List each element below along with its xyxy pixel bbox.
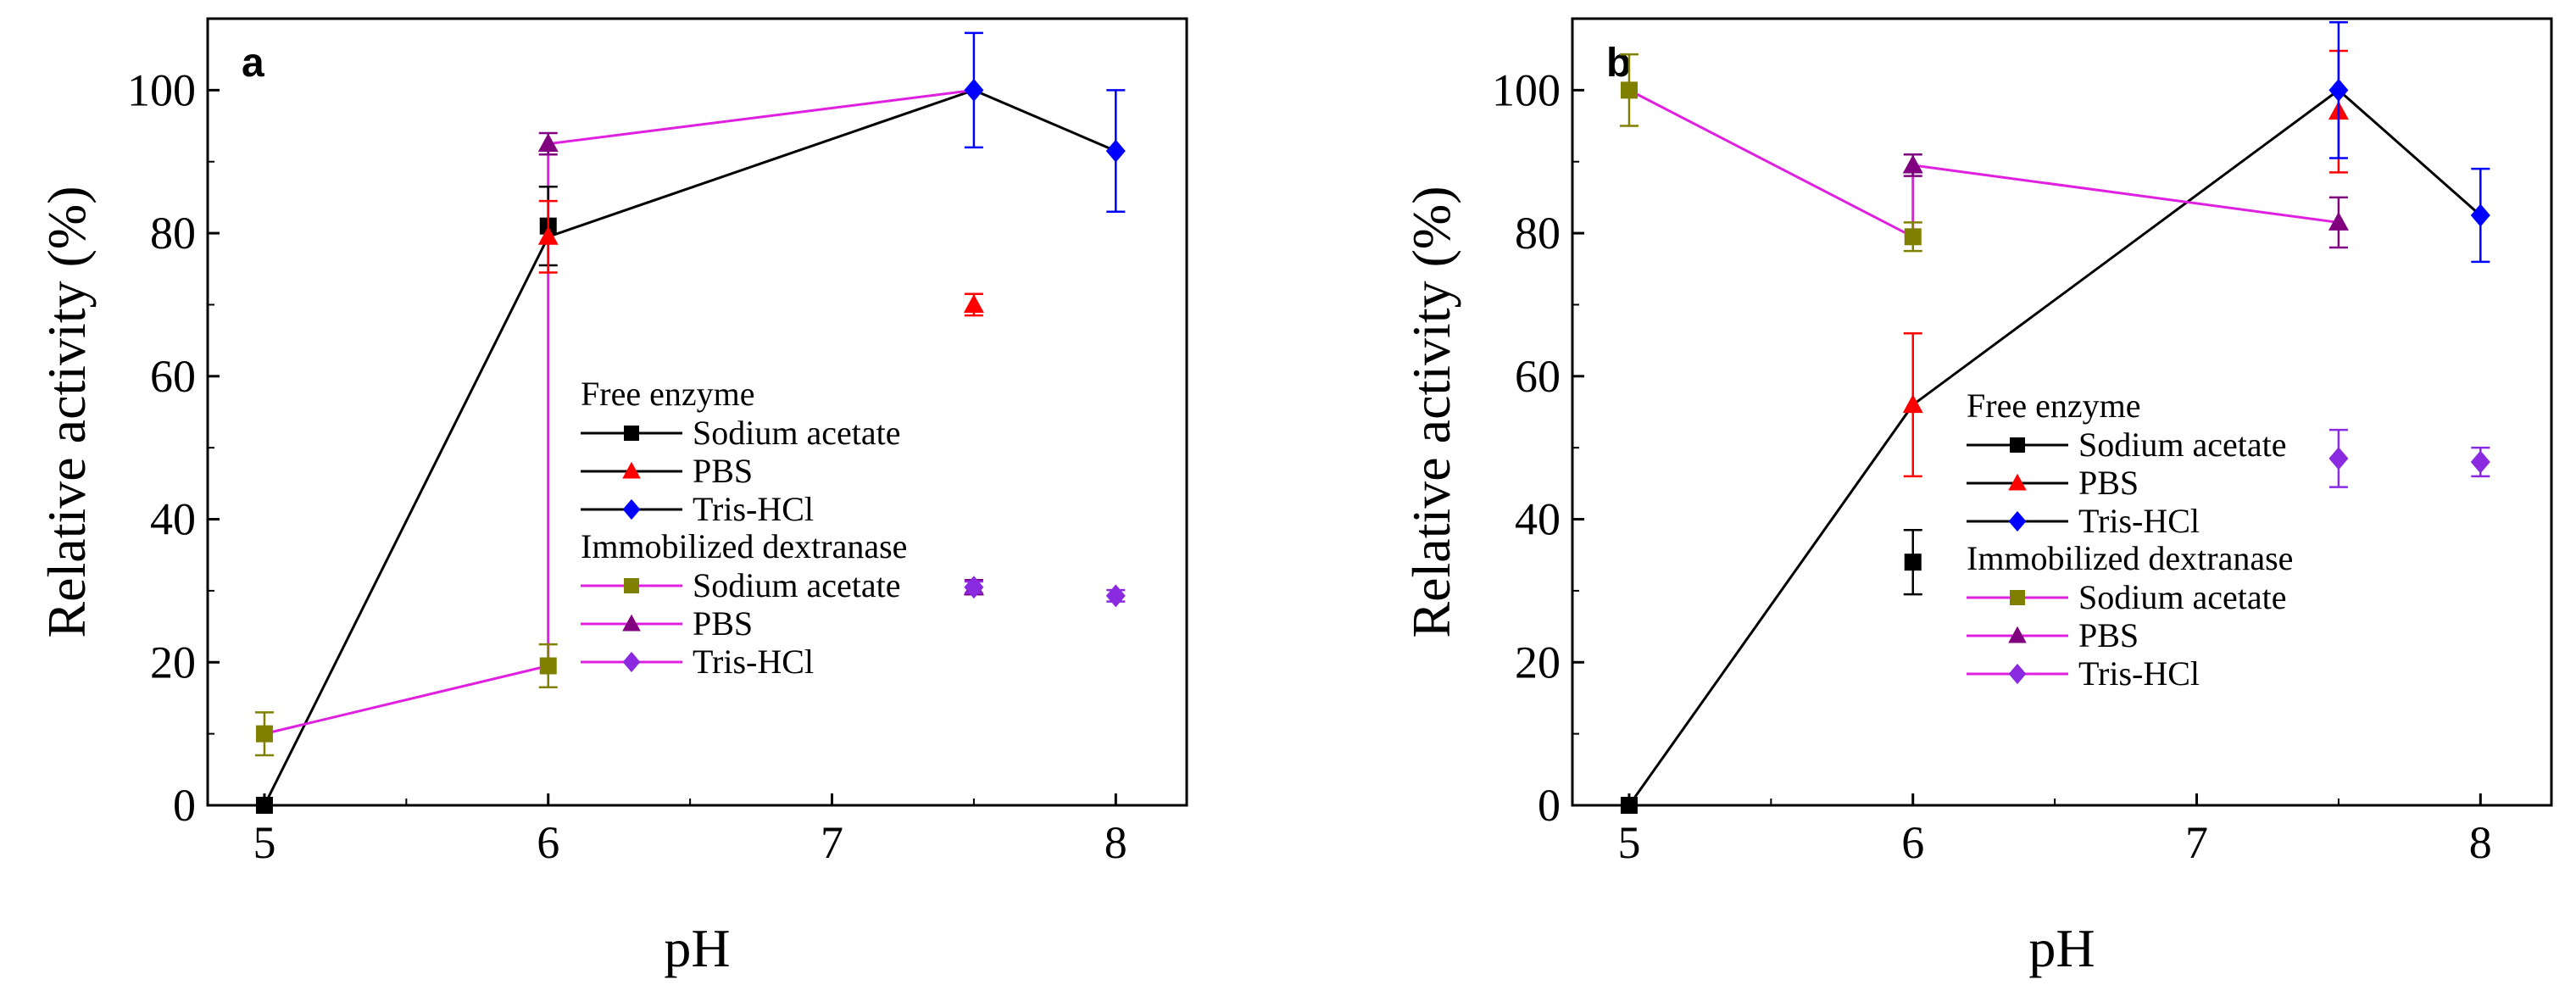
data-point [1620,81,1638,99]
data-point [537,225,559,245]
x-axis-title: pH [2028,918,2095,978]
plot-frame [206,17,1188,807]
legend-entry-label: Tris-HCl [693,643,814,681]
legend-entry-label: Sodium acetate [693,566,900,604]
legend-group-title: Immobilized dextranase [1967,539,2293,577]
legend-marker [622,498,641,520]
y-tick-label: 100 [127,64,196,115]
data-point [1105,584,1126,608]
panel-label: b [1606,41,1631,86]
data-point [964,78,984,102]
legend-marker [2008,510,2027,532]
legend-marker [2008,473,2027,491]
legend-marker [624,578,639,593]
x-tick-label: 6 [537,817,559,868]
series-tris-hcl-5 [2328,428,2490,488]
series-tris-hcl-2 [964,31,1126,214]
x-tick-label: 7 [2185,817,2208,868]
legend-entry-label: Tris-HCl [693,490,814,528]
data-point [1902,154,1923,174]
data-point [963,293,984,313]
y-tick-label: 40 [150,494,196,545]
series-sodium-acetate-0 [1620,528,1922,814]
legend-entry-label: PBS [2078,616,2139,654]
legend-marker [2008,626,2027,643]
y-tick-label: 0 [173,780,196,831]
legend-marker [2008,663,2027,685]
legend-marker [2010,590,2025,605]
x-tick-label: 8 [2469,817,2492,868]
series-connector-line [263,88,1116,806]
legend-group-title: Immobilized dextranase [581,527,907,565]
data-point [964,576,984,599]
x-axis-title: pH [664,918,730,978]
legend-marker [2010,437,2025,453]
legend-marker [624,426,639,441]
x-tick-label: 5 [1617,817,1640,868]
legend-entry-label: PBS [2078,464,2139,502]
data-point [2328,78,2349,102]
series-connector-line [1628,89,2340,239]
y-tick-label: 100 [1492,64,1561,115]
series-tris-hcl-2 [2328,20,2490,264]
legend-entry-label: Tris-HCl [2078,654,2200,693]
plot-frame [1571,17,2553,807]
legend-entry-label: Tris-HCl [2078,502,2200,540]
legend-entry-label: Sodium acetate [2078,426,2286,464]
data-point [2470,450,2490,474]
data-point [1105,139,1126,163]
legend-marker [622,614,641,632]
y-axis-title: Relative activity (%) [36,186,97,637]
x-tick-label: 6 [1901,817,1924,868]
chart-panel-b: 0 20 40 60 80 100 5 6 7 8 pH Relative activity (%) b… [1401,17,2553,978]
y-tick-label: 20 [150,637,196,687]
series-connector-line [1627,88,2482,806]
legend-group-title: Free enzyme [1967,387,2140,425]
y-tick-label: 80 [150,208,196,259]
data-point [2470,203,2490,227]
data-point [1620,797,1638,814]
series-pbs-4 [1902,153,2349,249]
y-tick-label: 40 [1515,494,1561,545]
series-tris-hcl-5 [964,576,1126,608]
series-pbs-1 [537,199,984,317]
data-point [1904,554,1922,571]
y-tick-label: 0 [1538,780,1561,831]
y-axis-title: Relative activity (%) [1401,186,1461,637]
series-sodium-acetate-0 [255,186,558,814]
legend-marker [622,651,641,673]
x-tick-label: 5 [253,817,275,868]
x-tick-label: 7 [821,817,843,868]
data-point [255,797,273,814]
data-point [539,657,557,675]
y-tick-label: 60 [1515,351,1561,402]
y-tick-label: 80 [1515,208,1561,259]
y-tick-label: 60 [150,351,196,402]
legend-marker [622,461,641,479]
series-sodium-acetate-3 [1619,53,1922,253]
series-sodium-acetate-3 [254,643,558,757]
series-connector-line [264,88,975,736]
legend-group-title: Free enzyme [581,375,754,413]
y-tick-label: 20 [1515,637,1561,687]
legend-entry-label: Sodium acetate [693,414,900,452]
data-point [1902,394,1923,414]
data-point [255,725,273,743]
legend-entry-label: Sodium acetate [2078,578,2286,616]
x-tick-label: 8 [1104,817,1127,868]
legend-entry-label: PBS [693,452,753,490]
chart-panel-a: 0 20 40 60 80 100 5 6 7 8 pH Relative activity (%) a… [36,17,1188,978]
data-point [537,133,559,153]
panel-label: a [242,41,264,86]
legend-entry-label: PBS [693,604,753,643]
data-point [1904,228,1922,246]
data-point [2328,211,2349,231]
data-point [2328,447,2349,470]
